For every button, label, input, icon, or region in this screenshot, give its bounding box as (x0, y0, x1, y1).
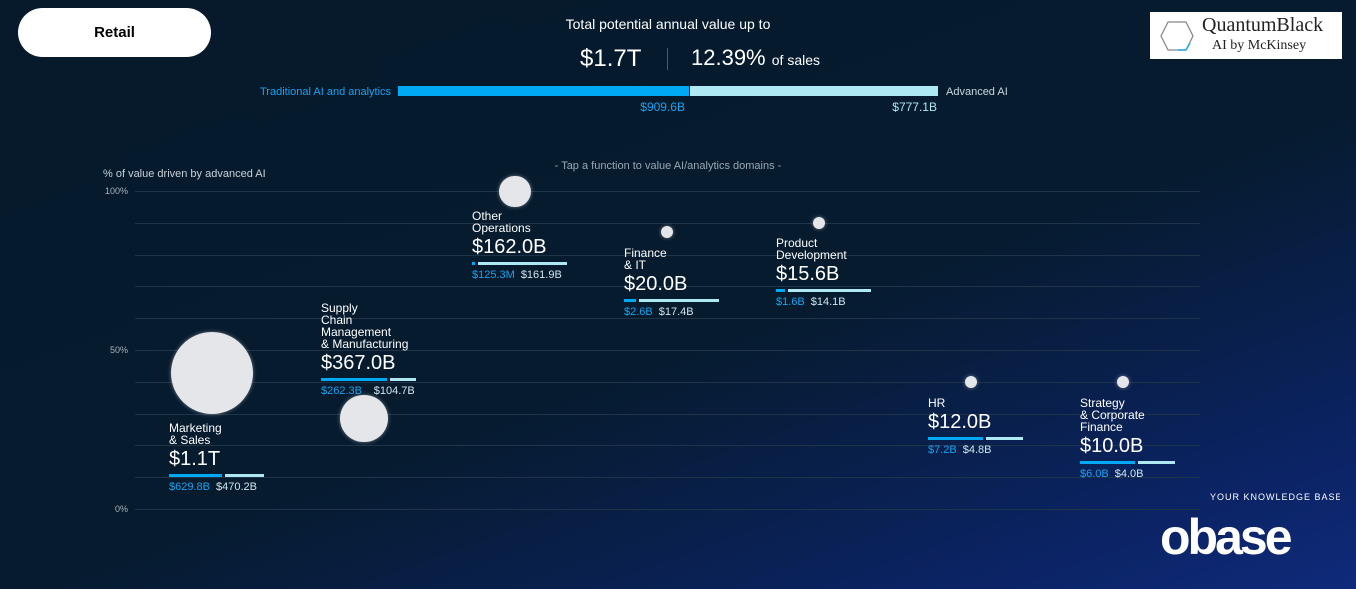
y-axis-label: % of value driven by advanced AI (103, 168, 266, 180)
traditional-bar (169, 474, 222, 477)
function-total: $367.0B (321, 352, 396, 374)
hexagon-icon (1160, 21, 1194, 51)
gridline (135, 477, 1200, 479)
traditional-bar (776, 289, 786, 292)
header-title: Total potential annual value up to (565, 16, 771, 32)
advanced-value: $4.8B (962, 444, 992, 456)
traditional-value: $125.3M (472, 269, 515, 281)
function-bubble[interactable] (171, 332, 253, 415)
advanced-bar (690, 86, 938, 96)
function-item[interactable]: Supply Chain Management & Manufacturing $… (321, 302, 431, 397)
traditional-bar (928, 437, 984, 440)
advanced-value: $14.1B (810, 296, 846, 308)
function-name: HR (928, 396, 946, 410)
gridline (135, 445, 1200, 447)
function-bubble[interactable] (661, 226, 673, 239)
function-bubble[interactable] (1117, 375, 1129, 388)
traditional-value: $909.6B (640, 100, 685, 114)
advanced-value: $777.1B (892, 100, 937, 114)
advanced-value: $17.4B (658, 306, 694, 318)
function-total: $162.0B (472, 236, 547, 258)
traditional-value: $6.0B (1080, 468, 1109, 480)
gridline (135, 191, 1200, 192)
gridline (135, 350, 1200, 351)
traditional-bar (398, 86, 690, 96)
traditional-value: $1.6B (776, 296, 805, 308)
traditional-value: $262.3B (321, 385, 362, 397)
function-bubble[interactable] (813, 216, 825, 229)
split-bars (1080, 461, 1190, 464)
advanced-bar (478, 262, 567, 265)
gridline (135, 254, 1200, 256)
split-bars (776, 289, 886, 292)
traditional-value: $2.6B (624, 306, 653, 318)
function-item[interactable]: Marketing & Sales $1.1T $629.8B $470.2B (169, 422, 279, 493)
advanced-bar (638, 299, 719, 302)
y-tick: 100% (104, 186, 128, 196)
advanced-value: $104.7B (373, 385, 415, 397)
function-name: Marketing & Sales (169, 421, 222, 447)
function-bubble[interactable] (499, 175, 531, 208)
retail-button[interactable]: Retail (18, 8, 211, 57)
percent-suffix: of sales (771, 52, 820, 68)
quantumblack-subtitle: AI by McKinsey (1212, 38, 1307, 53)
function-item[interactable]: Product Development $15.6B $1.6B $14.1B (776, 237, 886, 308)
gridline (135, 286, 1200, 288)
advanced-value: $470.2B (215, 481, 257, 493)
function-name: Finance & IT (624, 246, 667, 272)
function-total: $15.6B (776, 263, 840, 285)
split-bars (472, 262, 582, 265)
split-bars (321, 378, 431, 381)
split-bars (624, 299, 734, 302)
function-name: Other Operations (472, 209, 531, 235)
quantumblack-logo: QuantumBlack AI by McKinsey (1150, 12, 1342, 59)
percent-of-sales: 12.39% of sales (691, 45, 820, 71)
traditional-label: Traditional AI and analytics (260, 86, 392, 98)
advanced-value: $161.9B (520, 269, 562, 281)
function-bubble[interactable] (965, 375, 977, 388)
split-bars (928, 437, 1038, 440)
function-total: $12.0B (928, 411, 992, 433)
function-bubble[interactable] (340, 394, 388, 443)
y-tick: 0% (114, 504, 128, 514)
function-total: $20.0B (624, 273, 688, 295)
advanced-value: $4.0B (1114, 468, 1144, 480)
obase-wordmark: obase (1160, 509, 1292, 560)
traditional-value: $7.2B (928, 444, 957, 456)
advanced-bar (1138, 461, 1175, 464)
function-name: Strategy & Corporate Finance (1080, 396, 1145, 434)
gridline (135, 413, 1200, 415)
function-item[interactable]: HR $12.0B $7.2B $4.8B (928, 397, 1038, 456)
traditional-bar (1080, 461, 1136, 464)
gridline (135, 318, 1200, 320)
obase-logo: YOUR KNOWLEDGE BASE obase (1160, 492, 1340, 560)
function-total: $1.1T (169, 448, 221, 470)
function-total: $10.0B (1080, 435, 1144, 457)
advanced-bar (224, 474, 264, 477)
traditional-value: $629.8B (169, 481, 210, 493)
traditional-bar (472, 262, 475, 265)
advanced-bar (986, 437, 1023, 440)
obase-tagline: YOUR KNOWLEDGE BASE (1210, 492, 1340, 502)
advanced-bar (389, 378, 416, 381)
gridline (135, 222, 1200, 224)
function-item[interactable]: Finance & IT $20.0B $2.6B $17.4B (624, 247, 734, 318)
divider (667, 48, 668, 70)
quantumblack-title: QuantumBlack (1202, 14, 1324, 36)
function-name: Supply Chain Management & Manufacturing (321, 301, 409, 351)
chart-instruction: - Tap a function to value AI/analytics d… (554, 160, 782, 172)
total-value: $1.7T (580, 45, 642, 72)
advanced-bar (788, 289, 871, 292)
function-item[interactable]: Strategy & Corporate Finance $10.0B $6.0B $… (1080, 397, 1190, 480)
function-name: Product Development (776, 236, 847, 262)
traditional-bar (321, 378, 387, 381)
split-bars (169, 474, 279, 477)
y-tick: 50% (109, 345, 128, 355)
gridline (135, 381, 1200, 383)
advanced-label: Advanced AI (946, 86, 1008, 98)
gridline (135, 509, 1200, 510)
traditional-bar (624, 299, 636, 302)
percent-value: 12.39% (691, 45, 766, 70)
function-item[interactable]: Other Operations $162.0B $125.3M $161.9B (472, 210, 582, 281)
